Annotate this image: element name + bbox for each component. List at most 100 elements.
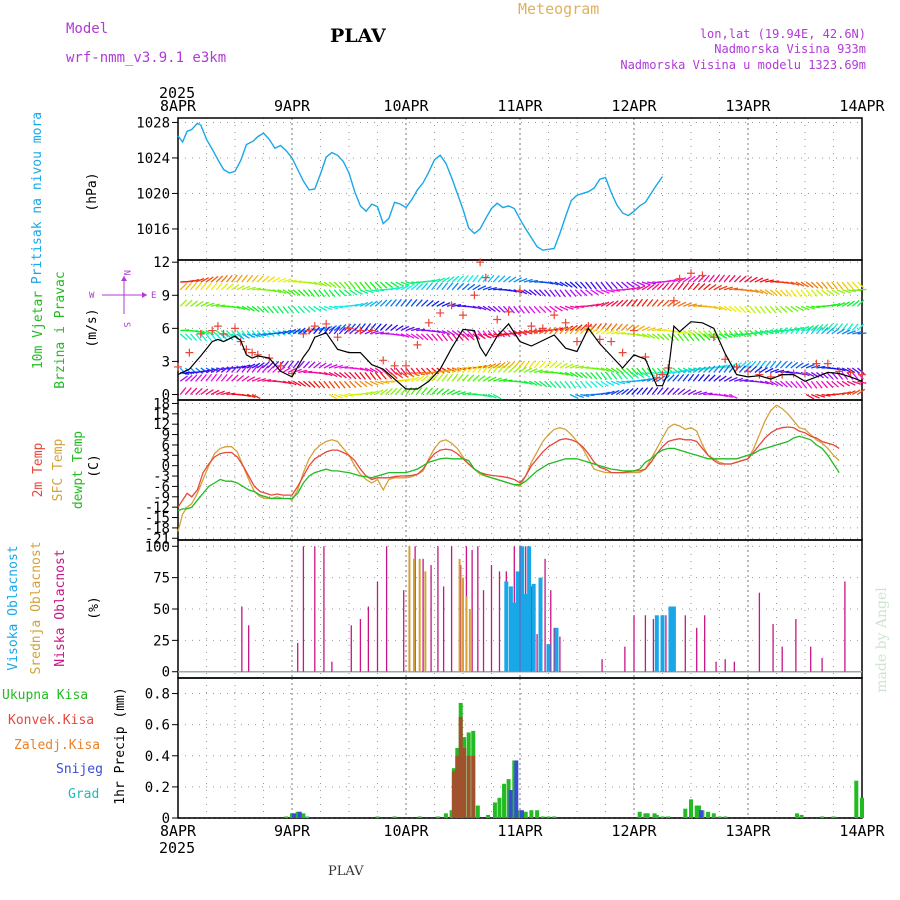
wind-direction-arrow xyxy=(544,380,552,388)
gust-marker xyxy=(755,370,764,379)
cloud-bar xyxy=(671,606,676,672)
precip-bar xyxy=(820,816,825,818)
gust-marker xyxy=(607,337,616,346)
wind-direction-arrow xyxy=(477,333,486,340)
wind-direction-arrow xyxy=(579,289,588,297)
wind-direction-arrow xyxy=(626,371,634,380)
wind-direction-arrow xyxy=(539,370,549,374)
wind-direction-arrow xyxy=(600,391,610,396)
gust-marker xyxy=(436,308,445,317)
wind-direction-arrow xyxy=(246,363,256,369)
wind-direction-arrow xyxy=(179,375,188,382)
wind-direction-arrow xyxy=(574,380,582,389)
wind-direction-arrow xyxy=(462,366,470,373)
y-tick-label: 0 xyxy=(162,811,170,827)
gust-marker xyxy=(504,307,513,316)
wind-direction-arrow xyxy=(826,323,834,331)
wind-direction-arrow xyxy=(220,283,229,291)
wind-direction-arrow xyxy=(569,371,579,378)
wind-direction-arrow xyxy=(528,328,538,335)
gust-marker xyxy=(658,370,667,379)
wind-direction-arrow xyxy=(764,289,773,296)
gust-marker xyxy=(698,271,707,280)
cloud-bar xyxy=(531,583,536,672)
wind-direction-arrow xyxy=(518,330,528,335)
wind-direction-arrow xyxy=(708,374,716,382)
wind-direction-arrow xyxy=(385,380,395,383)
wind-direction-arrow xyxy=(343,323,352,332)
wind-direction-arrow xyxy=(472,284,481,291)
wind-direction-arrow xyxy=(631,324,640,332)
wind-direction-arrow xyxy=(646,281,657,285)
wind-direction-arrow xyxy=(590,380,598,388)
wind-direction-arrow xyxy=(682,368,692,374)
wind-direction-arrow xyxy=(277,289,287,295)
wind-direction-arrow xyxy=(364,301,374,307)
wind-direction-arrow xyxy=(836,281,844,290)
wind-direction-arrow xyxy=(723,364,731,373)
wind-direction-arrow xyxy=(487,333,497,338)
wind-direction-arrow xyxy=(769,328,779,335)
pressure-unit: (hPa) xyxy=(85,172,100,211)
wind-direction-arrow xyxy=(569,364,579,369)
wind-direction-arrow xyxy=(851,389,861,396)
wind-direction-arrow xyxy=(231,365,239,373)
wind-direction-arrow xyxy=(441,302,451,307)
gust-marker xyxy=(789,369,798,378)
gust-marker xyxy=(744,367,752,376)
wind-direction-arrow xyxy=(672,300,681,307)
wind-direction-arrow xyxy=(467,393,477,396)
wind-direction-arrow xyxy=(569,281,578,289)
wind-direction-arrow xyxy=(780,327,788,335)
wind-direction-arrow xyxy=(759,278,769,283)
wind-direction-arrow xyxy=(508,276,517,283)
temp-label-2: SFC Temp xyxy=(51,439,66,502)
wind-direction-arrow xyxy=(703,330,711,338)
wind-direction-arrow xyxy=(636,281,646,287)
wind-direction-arrow xyxy=(184,282,192,291)
wind-direction-arrow xyxy=(426,333,434,341)
wind-direction-arrow xyxy=(836,367,846,372)
gust-marker xyxy=(652,373,661,382)
cloud-bar xyxy=(553,627,555,672)
wind-direction-arrow xyxy=(416,371,426,376)
wind-direction-arrow xyxy=(585,380,593,389)
chart-title: Meteogram xyxy=(518,0,599,18)
temp-label-3: dewpt Temp xyxy=(71,431,86,509)
wind-direction-arrow xyxy=(261,305,270,314)
wind-direction-arrow xyxy=(785,361,793,369)
cloud-bar xyxy=(795,619,797,672)
wind-direction-arrow xyxy=(200,388,209,396)
wind-direction-arrow xyxy=(759,305,767,314)
cloud-bar xyxy=(715,661,717,672)
wind-direction-arrow xyxy=(287,328,297,335)
wind-direction-arrow xyxy=(713,284,722,291)
gust-marker xyxy=(481,273,490,282)
wind-direction-arrow xyxy=(646,283,655,291)
wind-direction-arrow xyxy=(734,377,744,382)
wind-direction-arrow xyxy=(482,286,492,291)
wind-direction-arrow xyxy=(564,380,572,389)
wind-direction-arrow xyxy=(482,375,491,382)
wind-direction-arrow xyxy=(302,305,311,313)
wind-direction-arrow xyxy=(374,389,384,396)
wind-direction-arrow xyxy=(246,274,254,283)
wind-direction-arrow xyxy=(610,389,620,396)
wind-direction-arrow xyxy=(523,305,531,314)
precip-bar xyxy=(508,790,513,818)
wind-direction-arrow xyxy=(354,380,362,388)
wind-direction-arrow xyxy=(390,281,399,288)
precip-bar xyxy=(552,816,557,818)
gust-marker xyxy=(310,322,319,331)
wind-direction-arrow xyxy=(261,275,270,283)
wind-direction-arrow xyxy=(569,326,577,335)
wind-direction-arrow xyxy=(800,281,809,288)
wind-direction-arrow xyxy=(251,377,261,382)
wind-direction-arrow xyxy=(846,323,854,331)
y-tick-label: 0 xyxy=(162,459,170,475)
wind-direction-arrow xyxy=(487,274,495,283)
wind-direction-arrow xyxy=(282,367,291,373)
wind-direction-arrow xyxy=(538,305,547,314)
wind-direction-arrow xyxy=(385,371,393,380)
wind-direction-arrow xyxy=(780,289,788,297)
